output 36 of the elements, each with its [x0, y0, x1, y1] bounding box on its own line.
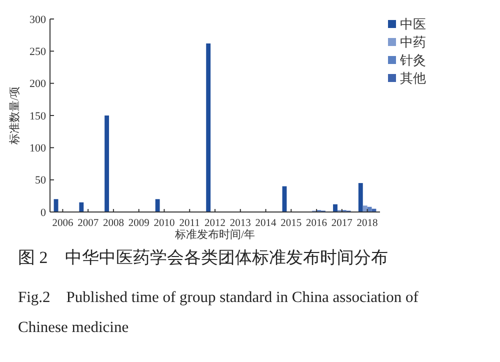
- bar: [362, 206, 368, 212]
- bar: [333, 204, 338, 212]
- y-tick-label: 50: [35, 174, 46, 187]
- legend-label: 中医: [400, 16, 426, 32]
- x-tick-label: 2010: [154, 218, 175, 229]
- x-tick-label: 2009: [128, 218, 150, 229]
- legend-label: 针灸: [399, 52, 426, 68]
- bar: [155, 199, 160, 212]
- x-tick-label: 2018: [356, 218, 378, 229]
- text: Fig.2 Published time of group standard in China association of Chinese medicine: [18, 289, 420, 336]
- x-tick-label: 2016: [306, 218, 328, 229]
- legend-label: 其他: [400, 70, 426, 86]
- y-axis-title: 标准数量/项: [8, 86, 21, 146]
- bar: [358, 183, 363, 212]
- bar: [79, 202, 84, 212]
- bar: [54, 199, 58, 212]
- x-tick-label: 2015: [280, 218, 302, 229]
- x-tick-label: 2007: [78, 218, 99, 229]
- text: 图 2 中华中医药学会各类团体标准发布时间分布: [18, 248, 388, 267]
- x-tick-label: 2017: [331, 218, 352, 229]
- x-tick-label: 2014: [255, 218, 278, 229]
- y-tick-label: 200: [30, 78, 46, 90]
- bar: [104, 116, 110, 212]
- y-tick-label: 250: [30, 46, 46, 58]
- legend-label: 中药: [400, 34, 426, 50]
- y-tick-label: 100: [30, 142, 46, 155]
- x-tick-label: 2013: [230, 218, 251, 229]
- x-tick-label: 2012: [204, 218, 226, 229]
- x-tick-label: 2008: [102, 218, 124, 229]
- bar: [206, 43, 211, 212]
- x-tick-label: 2011: [179, 218, 200, 229]
- x-axis-title: 标准发布时间/年: [174, 228, 256, 241]
- x-tick-label: 2006: [52, 218, 74, 229]
- y-tick-label: 300: [30, 14, 46, 26]
- y-tick-label: 150: [30, 110, 46, 122]
- y-tick-label: 0: [40, 206, 46, 219]
